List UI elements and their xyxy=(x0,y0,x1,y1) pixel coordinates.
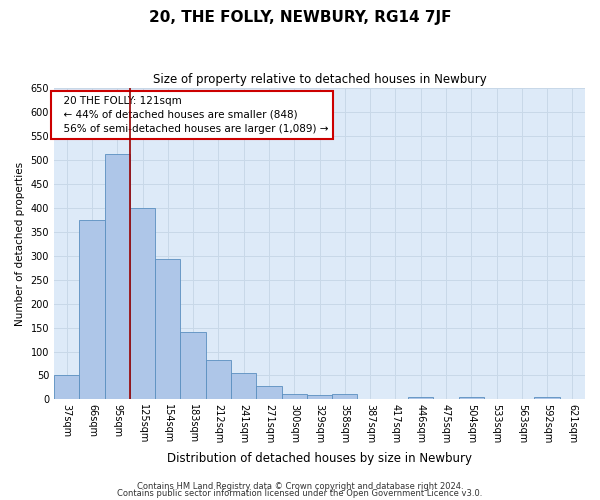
Bar xyxy=(535,397,560,400)
Bar xyxy=(281,394,307,400)
Text: Contains HM Land Registry data © Crown copyright and database right 2024.: Contains HM Land Registry data © Crown c… xyxy=(137,482,463,491)
Text: 20, THE FOLLY, NEWBURY, RG14 7JF: 20, THE FOLLY, NEWBURY, RG14 7JF xyxy=(149,10,451,25)
Bar xyxy=(256,386,281,400)
Title: Size of property relative to detached houses in Newbury: Size of property relative to detached ho… xyxy=(152,72,487,86)
Bar xyxy=(206,360,231,400)
Y-axis label: Number of detached properties: Number of detached properties xyxy=(15,162,25,326)
Bar xyxy=(181,332,206,400)
Text: 20 THE FOLLY: 121sqm
  ← 44% of detached houses are smaller (848)
  56% of semi-: 20 THE FOLLY: 121sqm ← 44% of detached h… xyxy=(56,96,328,134)
Bar xyxy=(458,397,484,400)
X-axis label: Distribution of detached houses by size in Newbury: Distribution of detached houses by size … xyxy=(167,452,472,465)
Bar xyxy=(54,376,79,400)
Bar xyxy=(79,220,104,400)
Bar xyxy=(307,395,332,400)
Bar xyxy=(104,154,130,400)
Bar xyxy=(408,397,433,400)
Bar xyxy=(130,208,155,400)
Bar xyxy=(332,394,358,400)
Bar xyxy=(231,373,256,400)
Bar xyxy=(155,259,181,400)
Text: Contains public sector information licensed under the Open Government Licence v3: Contains public sector information licen… xyxy=(118,489,482,498)
